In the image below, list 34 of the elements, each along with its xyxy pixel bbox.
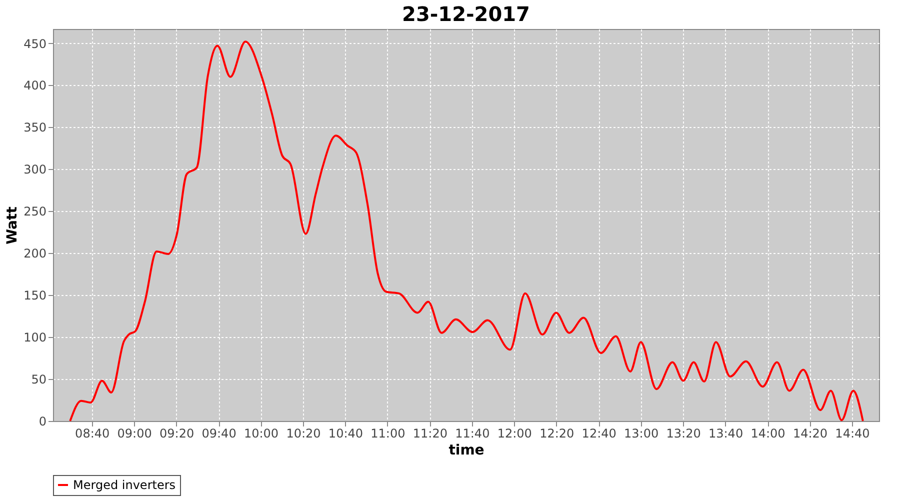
- x-tick-label: 10:00: [244, 426, 279, 440]
- x-tick-label: 09:00: [117, 426, 152, 440]
- x-tick-label: 13:00: [624, 426, 659, 440]
- y-tick-label: 50: [31, 372, 46, 387]
- y-tick-label: 300: [24, 162, 46, 177]
- x-tick-label: 11:40: [455, 426, 490, 440]
- x-tick-label: 09:40: [202, 426, 236, 440]
- y-tick-label: 0: [38, 414, 46, 428]
- x-tick-label: 08:40: [75, 426, 110, 440]
- x-tick-label: 14:00: [750, 426, 786, 440]
- y-tick-label: 400: [24, 78, 46, 93]
- y-tick-label: 350: [24, 120, 46, 135]
- x-tick-label: 13:40: [708, 426, 744, 440]
- y-axis-title: Watt: [4, 206, 21, 244]
- x-tick-label: 14:40: [835, 426, 870, 440]
- x-tick-label: 14:20: [792, 426, 828, 440]
- y-tick-label: 100: [24, 330, 46, 345]
- x-tick-label: 10:40: [328, 426, 364, 440]
- x-tick-label: 13:20: [666, 426, 701, 440]
- x-tick-label: 11:00: [370, 426, 406, 440]
- x-tick-label: 09:20: [160, 426, 194, 440]
- legend-label: Merged inverters: [73, 478, 176, 492]
- x-tick-label: 10:20: [286, 426, 321, 440]
- x-tick-label: 12:20: [540, 426, 574, 440]
- y-tick-label: 150: [24, 288, 46, 303]
- x-tick-label: 12:40: [582, 426, 616, 440]
- x-tick-label: 12:00: [497, 426, 532, 440]
- line-series: [69, 40, 864, 422]
- y-tick-label: 250: [24, 204, 46, 219]
- y-tick-label: 450: [24, 36, 46, 51]
- x-axis-title: time: [448, 442, 484, 458]
- x-tick-label: 11:20: [412, 426, 448, 440]
- y-tick-label: 200: [24, 246, 46, 261]
- chart-title: 23-12-2017: [402, 2, 530, 26]
